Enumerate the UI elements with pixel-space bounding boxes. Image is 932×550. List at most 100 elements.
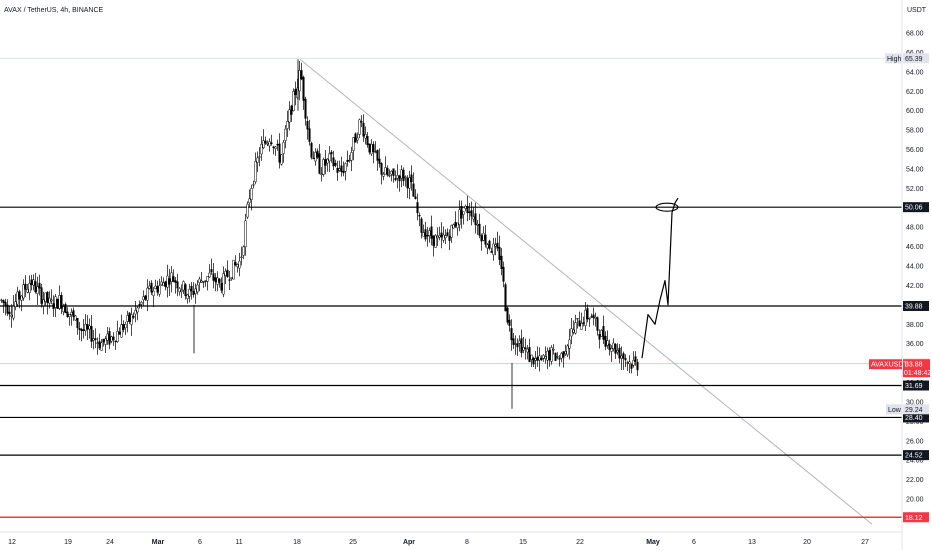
candle-body xyxy=(146,287,149,301)
candle-body xyxy=(2,300,5,304)
y-tick-label: 52.00 xyxy=(906,186,924,193)
candle-body xyxy=(546,350,549,361)
candle-body xyxy=(294,89,297,95)
candle-body xyxy=(448,235,451,241)
level-price-badge: 39.88 xyxy=(905,303,923,310)
level-price-badge: 28.40 xyxy=(905,415,923,422)
candle-body xyxy=(528,347,531,363)
candle-body xyxy=(238,260,241,269)
candle-body xyxy=(502,266,505,282)
candle-body xyxy=(524,347,527,350)
x-tick-label: 6 xyxy=(198,539,202,546)
candle-body xyxy=(136,307,139,313)
candle-body xyxy=(540,358,543,361)
candle-body xyxy=(574,322,577,334)
candle-body xyxy=(494,244,497,247)
candle-body xyxy=(536,356,539,361)
candle-body xyxy=(190,285,193,292)
candle-body xyxy=(444,235,447,239)
candle-body xyxy=(480,235,483,242)
candle-body xyxy=(508,319,511,326)
time-axis[interactable]: 12 19 24 Mar 6 11 18 25 Apr 8 15 22 May 6 13 20 27 xyxy=(8,539,869,546)
candle-body xyxy=(192,291,195,295)
candle-body xyxy=(120,324,123,338)
x-tick-label: May xyxy=(646,539,660,546)
candle-body xyxy=(614,344,617,354)
y-tick-label: 54.00 xyxy=(906,166,924,173)
horizontal-levels-layer xyxy=(0,206,902,519)
candle-body xyxy=(50,299,53,302)
candle-body xyxy=(118,331,121,335)
candle-body xyxy=(608,343,611,350)
candle-body xyxy=(208,272,211,278)
candle-body xyxy=(228,279,231,281)
last-price-badge: 33.88 xyxy=(905,362,923,369)
candle-body xyxy=(240,256,243,258)
price-badges: 50.06 39.88 31.69 28.40 24.52 18.12 65.39 29.24… xyxy=(869,53,931,523)
candle-body xyxy=(32,279,35,286)
candle-body xyxy=(454,221,457,227)
candle-body xyxy=(168,278,171,285)
candle-body xyxy=(616,350,619,353)
candle-body xyxy=(378,158,381,164)
low-label-bg xyxy=(886,404,902,415)
candle-body xyxy=(236,264,239,268)
candle-body xyxy=(152,290,155,296)
high-label-bg xyxy=(885,53,902,64)
x-tick-label: 19 xyxy=(64,539,72,546)
candle-body xyxy=(300,70,303,80)
candle-body xyxy=(596,317,599,331)
x-tick-label: 8 xyxy=(465,539,469,546)
candle-body xyxy=(6,304,9,314)
candle-body xyxy=(326,158,329,164)
candle-body xyxy=(376,149,379,161)
candle-body xyxy=(266,142,269,145)
candle-body xyxy=(60,295,63,309)
candle-body xyxy=(606,340,609,346)
candle-body xyxy=(396,175,399,179)
candle-body xyxy=(636,361,639,371)
candle-body xyxy=(206,276,209,282)
candle-body xyxy=(70,312,73,316)
candle-body xyxy=(456,222,459,229)
candle-body xyxy=(538,355,541,361)
candle-body xyxy=(52,303,55,309)
candle-body xyxy=(390,171,393,175)
level-price-badge-bg xyxy=(903,450,929,461)
candle-body xyxy=(504,284,507,312)
y-tick-label: 26.00 xyxy=(906,438,924,445)
candle-body xyxy=(4,301,7,307)
candle-body xyxy=(284,128,287,141)
candle-body xyxy=(8,311,11,315)
candle-body xyxy=(522,347,525,351)
y-tick-label: 60.00 xyxy=(906,108,924,115)
candle-body xyxy=(102,338,105,343)
candle-body xyxy=(320,173,323,175)
candle-body xyxy=(198,278,201,284)
low-price-badge-bg xyxy=(903,404,929,415)
candle-body xyxy=(556,356,559,358)
candle-body xyxy=(214,277,217,283)
candle-body xyxy=(620,355,623,359)
symbol-badge: AVAXUSDT xyxy=(871,362,908,369)
candle-body xyxy=(12,305,15,319)
projection-drawing xyxy=(641,197,679,359)
candle-body xyxy=(160,281,163,286)
candle-body xyxy=(54,296,57,308)
candle-body xyxy=(218,278,221,283)
candle-body xyxy=(144,295,147,300)
candle-body xyxy=(200,280,203,283)
candle-body xyxy=(464,205,467,209)
candle-body xyxy=(106,333,109,341)
candle-body xyxy=(404,176,407,179)
candle-body xyxy=(232,259,235,280)
candle-body xyxy=(410,174,413,183)
candle-body xyxy=(112,336,115,341)
candle-body xyxy=(352,137,355,151)
candle-body xyxy=(130,314,133,325)
candle-body xyxy=(222,273,225,295)
x-tick-label: 6 xyxy=(692,539,696,546)
candle-body xyxy=(370,144,373,155)
candle-body xyxy=(366,136,369,145)
